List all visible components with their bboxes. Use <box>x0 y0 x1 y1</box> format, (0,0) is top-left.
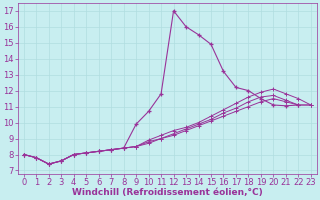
X-axis label: Windchill (Refroidissement éolien,°C): Windchill (Refroidissement éolien,°C) <box>72 188 263 197</box>
